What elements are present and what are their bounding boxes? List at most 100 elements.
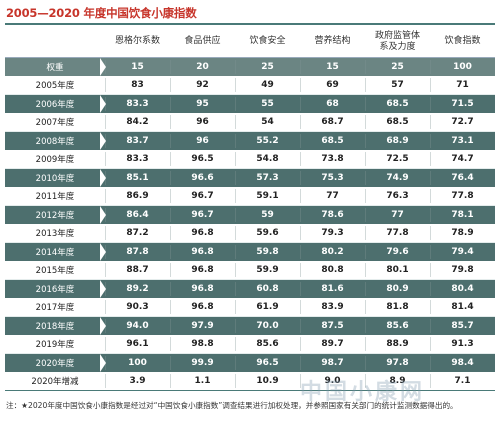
table-cell: 60.8	[235, 279, 300, 298]
table-cell: 73.1	[430, 131, 495, 150]
table-cell: 61.9	[235, 298, 300, 317]
table-cell: 89.7	[300, 335, 365, 354]
table-row: 2011年度 86.9 96.7 59.1 77 76.3 77.8	[5, 187, 495, 206]
table-cell: 57.3	[235, 168, 300, 187]
table-header-row: 恩格尔系数 食品供应 饮食安全 营养结构 政府监管体 系及力度 饮食指数	[5, 26, 495, 58]
table-cell: 72.7	[430, 113, 495, 132]
row-label: 2020年增减	[5, 372, 105, 391]
table-cell: 59.8	[235, 242, 300, 261]
table-cell: 68.5	[300, 131, 365, 150]
table-cell: 10.9	[235, 372, 300, 391]
table-cell: 91.3	[430, 335, 495, 354]
table-cell: 76.4	[430, 168, 495, 187]
row-label: 2020年度	[5, 353, 106, 372]
table-row: 2020年度 100 99.9 96.5 98.7 97.8 98.4	[5, 353, 495, 372]
table-cell: 98.8	[170, 335, 235, 354]
title-divider	[5, 23, 495, 25]
table-cell: 96.8	[170, 261, 235, 280]
table-cell: 89.2	[105, 279, 170, 298]
table-cell: 81.8	[365, 298, 430, 317]
table-cell: 96.5	[235, 353, 300, 372]
footnote: 注：★2020年度中国饮食小康指数是经过对“中国饮食小康指数”调查结果进行加权处…	[6, 401, 458, 410]
table-cell: 68.7	[300, 113, 365, 132]
table-cell: 80.2	[300, 242, 365, 261]
row-label: 2012年度	[5, 205, 106, 224]
table-cell: 96.1	[105, 335, 170, 354]
table-row: 2005年度 83 92 49 69 57 71	[5, 76, 495, 95]
header-cell	[5, 26, 105, 58]
table-cell: 77	[300, 187, 365, 206]
table-cell: 96.5	[170, 150, 235, 169]
row-label: 2011年度	[5, 187, 105, 206]
table-cell: 74.9	[365, 168, 430, 187]
table-cell: 79.4	[430, 242, 495, 261]
table-cell: 3.9	[105, 372, 170, 391]
table-cell: 15	[300, 57, 365, 76]
table-cell: 77.8	[430, 187, 495, 206]
table-cell: 86.4	[105, 205, 170, 224]
table-cell: 78.1	[430, 205, 495, 224]
table-cell: 96.6	[170, 168, 235, 187]
table-cell: 54	[235, 113, 300, 132]
table-cell: 72.5	[365, 150, 430, 169]
table-cell: 75.3	[300, 168, 365, 187]
table-cell: 96.8	[170, 279, 235, 298]
table-cell: 83.7	[105, 131, 170, 150]
table-cell: 74.7	[430, 150, 495, 169]
table-row: 2015年度 88.7 96.8 59.9 80.8 80.1 79.8	[5, 261, 495, 280]
table-cell: 68.5	[365, 94, 430, 113]
table-row: 2008年度 83.7 96 55.2 68.5 68.9 73.1	[5, 131, 495, 150]
table-cell: 85.6	[365, 316, 430, 335]
table-row: 2007年度 84.2 96 54 68.7 68.5 72.7	[5, 113, 495, 132]
table-row: 2020年增减 3.9 1.1 10.9 9.0 8.9 7.1	[5, 372, 495, 391]
table-cell: 99.9	[170, 353, 235, 372]
table-row: 2013年度 87.2 96.8 59.6 79.3 77.8 78.9	[5, 224, 495, 243]
table-cell: 83.9	[300, 298, 365, 317]
table-cell: 96.7	[170, 205, 235, 224]
row-label: 2008年度	[5, 131, 106, 150]
table-cell: 87.2	[105, 224, 170, 243]
table-cell: 85.7	[430, 316, 495, 335]
table-cell: 85.1	[105, 168, 170, 187]
table-cell: 83.3	[105, 150, 170, 169]
row-label: 2009年度	[5, 150, 105, 169]
table-cell: 84.2	[105, 113, 170, 132]
table-row: 权重 15 20 25 15 25 100	[5, 57, 495, 76]
table-cell: 15	[105, 57, 170, 76]
table-cell: 83	[105, 76, 170, 95]
table-cell: 80.1	[365, 261, 430, 280]
table-cell: 98.7	[300, 353, 365, 372]
table-row: 2018年度 94.0 97.9 70.0 87.5 85.6 85.7	[5, 316, 495, 335]
table-cell: 8.9	[365, 372, 430, 391]
row-label: 2019年度	[5, 335, 105, 354]
table-row: 2017年度 90.3 96.8 61.9 83.9 81.8 81.4	[5, 298, 495, 317]
table-cell: 79.6	[365, 242, 430, 261]
table-cell: 86.9	[105, 187, 170, 206]
table-cell: 59.6	[235, 224, 300, 243]
table-cell: 83.3	[105, 94, 170, 113]
table-cell: 87.5	[300, 316, 365, 335]
table-cell: 96.8	[170, 242, 235, 261]
table-cell: 88.9	[365, 335, 430, 354]
table-cell: 87.8	[105, 242, 170, 261]
row-label: 2010年度	[5, 168, 106, 187]
table-cell: 55	[235, 94, 300, 113]
row-label: 权重	[5, 57, 106, 76]
table-cell: 80.4	[430, 279, 495, 298]
table-cell: 81.6	[300, 279, 365, 298]
table-cell: 77.8	[365, 224, 430, 243]
table-cell: 59.1	[235, 187, 300, 206]
table-row: 2009年度 83.3 96.5 54.8 73.8 72.5 74.7	[5, 150, 495, 169]
table-cell: 73.8	[300, 150, 365, 169]
table-cell: 96.8	[170, 224, 235, 243]
page-title: 2005—2020 年度中国饮食小康指数	[6, 6, 197, 20]
table-cell: 92	[170, 76, 235, 95]
table-cell: 76.3	[365, 187, 430, 206]
table-cell: 7.1	[430, 372, 495, 391]
table-cell: 95	[170, 94, 235, 113]
table-cell: 59	[235, 205, 300, 224]
table-cell: 98.4	[430, 353, 495, 372]
table-row: 2016年度 89.2 96.8 60.8 81.6 80.9 80.4	[5, 279, 495, 298]
table-cell: 71	[430, 76, 495, 95]
table-cell: 77	[365, 205, 430, 224]
